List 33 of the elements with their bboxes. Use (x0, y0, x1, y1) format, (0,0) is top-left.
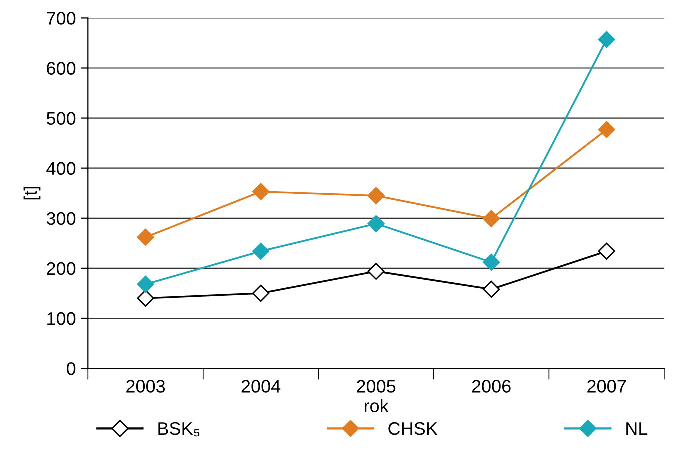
point (137, 228, 154, 246)
y-axis-title: [t] (24, 187, 41, 200)
point (368, 187, 385, 204)
x-tick-label: 2005 (357, 380, 396, 393)
x-tick-label: 2003 (126, 380, 166, 393)
x-tick-label: 2004 (242, 380, 281, 393)
y-tick-label: 200 (47, 262, 76, 276)
point (598, 242, 616, 260)
point (252, 284, 270, 302)
x-tick-label: 2007 (588, 380, 626, 393)
legend-label: BSK₅ (158, 422, 200, 437)
point (483, 254, 500, 271)
point (137, 276, 154, 294)
y-tick-label: 300 (46, 212, 76, 226)
legend-label: CHSK (388, 422, 438, 436)
y-tick-label: 700 (47, 12, 76, 25)
point (137, 290, 154, 308)
point (598, 31, 616, 48)
point (483, 210, 500, 228)
point (252, 183, 270, 200)
point (368, 215, 385, 232)
point (598, 121, 616, 138)
point (368, 262, 385, 280)
x-tick-label: 2006 (472, 380, 511, 393)
point (483, 280, 500, 298)
y-tick-label: 600 (47, 62, 76, 75)
y-tick-label: 0 (67, 362, 76, 376)
point (252, 242, 270, 260)
y-tick-label: 500 (46, 112, 76, 126)
y-tick-label: 400 (46, 162, 76, 176)
y-tick-label: 100 (48, 312, 76, 326)
x-axis-title: rok (364, 399, 389, 413)
legend-label: NL (626, 422, 648, 436)
